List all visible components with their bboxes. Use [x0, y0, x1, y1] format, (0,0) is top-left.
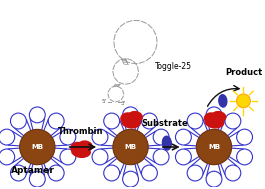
Text: Substrate: Substrate: [142, 119, 188, 128]
Ellipse shape: [79, 141, 92, 151]
Ellipse shape: [205, 114, 223, 127]
Circle shape: [20, 129, 55, 165]
Text: Thrombin: Thrombin: [58, 127, 103, 136]
Ellipse shape: [129, 112, 142, 122]
Ellipse shape: [212, 112, 226, 122]
Text: Aptamer: Aptamer: [10, 167, 54, 175]
Text: MB: MB: [125, 144, 137, 150]
Ellipse shape: [122, 114, 139, 127]
Ellipse shape: [71, 142, 82, 152]
Circle shape: [237, 94, 250, 108]
Ellipse shape: [75, 148, 90, 157]
Text: MB: MB: [31, 144, 43, 150]
Text: Toggle-25: Toggle-25: [155, 63, 192, 71]
Circle shape: [196, 129, 232, 165]
Ellipse shape: [204, 113, 216, 122]
Ellipse shape: [162, 136, 171, 150]
Ellipse shape: [72, 144, 89, 156]
Ellipse shape: [208, 119, 224, 128]
Ellipse shape: [125, 119, 140, 128]
Ellipse shape: [219, 95, 227, 107]
Text: MB: MB: [208, 144, 220, 150]
Ellipse shape: [121, 113, 132, 122]
Circle shape: [113, 129, 148, 165]
Text: 5': 5': [101, 99, 107, 104]
Text: 3': 3': [120, 101, 125, 106]
Text: Product: Product: [225, 68, 262, 77]
